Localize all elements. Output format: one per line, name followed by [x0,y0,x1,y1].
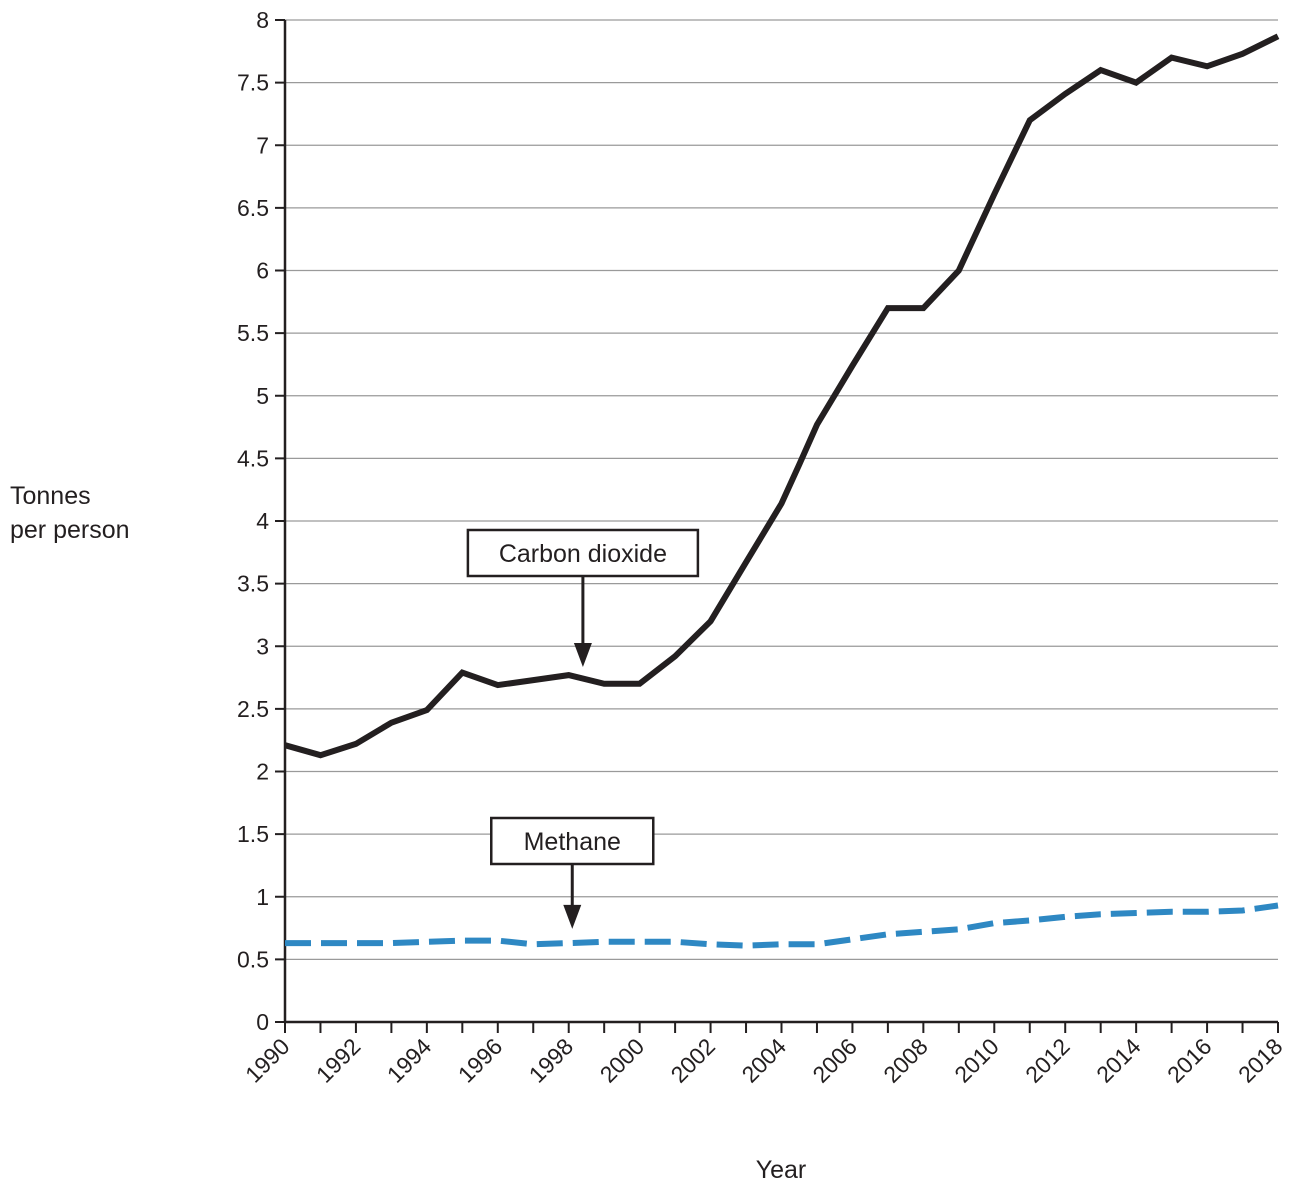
series-lines [284,33,1280,949]
y-tick-label: 4 [256,508,269,534]
x-tick-label: 1994 [382,1033,437,1088]
y-tick-label: 6.5 [237,195,269,221]
x-tick-label: 2014 [1091,1033,1146,1088]
y-tick-label: 3 [256,633,269,659]
axes [275,19,1279,1033]
x-tick-label: 1990 [240,1033,295,1088]
callout-label-methane: Methane [524,828,621,856]
arrowhead-icon [563,904,582,929]
series-line-carbon-dioxide [284,33,1280,759]
y-tick-label: 1.5 [237,821,269,847]
y-tick-label: 5.5 [237,320,269,346]
x-tick-label: 2008 [878,1033,933,1088]
y-tick-label: 0.5 [237,946,269,972]
axis-titles: Year Tonnes per person [10,482,806,1184]
y-tick-label: 7.5 [237,70,269,96]
x-tick-label: 2000 [595,1033,650,1088]
y-axis-title-line-1: Tonnes [10,482,91,510]
arrowhead-icon [573,643,592,668]
x-tick-label: 1996 [453,1033,508,1088]
tick-labels: 0 0.5 1 1.5 2 2.5 3 3.5 4 4.5 5 5.5 6 6.5 7 7.5 8 1990 199… [237,7,1288,1088]
callout-methane: Methane [490,816,655,929]
y-tick-label: 3.5 [237,571,269,597]
gridlines [285,19,1278,960]
callout-box [466,528,700,578]
x-tick-label: 2004 [736,1033,791,1088]
callout-label-carbon-dioxide: Carbon dioxide [499,540,667,568]
x-tick-label: 1998 [524,1033,579,1088]
x-tick-label: 2010 [949,1033,1004,1088]
x-axis-title: Year [756,1156,807,1184]
y-tick-label: 2 [256,759,269,785]
x-tick-label: 1992 [311,1033,366,1088]
x-tick-label: 2002 [666,1033,721,1088]
x-tick-label: 2018 [1233,1033,1288,1088]
x-tick-label: 2006 [807,1033,862,1088]
y-tick-label: 1 [256,884,269,910]
series-line-methane [285,902,1279,949]
y-tick-label: 4.5 [237,445,269,471]
x-tick-label: 2016 [1162,1033,1217,1088]
y-tick-label: 8 [256,7,269,33]
y-tick-label: 0 [256,1009,269,1035]
y-axis-title-line-2: per person [10,516,130,544]
callout-carbon-dioxide: Carbon dioxide [466,528,700,668]
y-tick-label: 7 [256,132,269,158]
callout-box [490,816,655,866]
x-tick-label: 2012 [1020,1033,1075,1088]
y-axis-title: Tonnes per person [10,482,130,544]
callouts: Carbon dioxide Methane [466,528,700,929]
y-tick-label: 5 [256,383,269,409]
y-tick-label: 2.5 [237,696,269,722]
y-tick-label: 6 [256,258,269,284]
